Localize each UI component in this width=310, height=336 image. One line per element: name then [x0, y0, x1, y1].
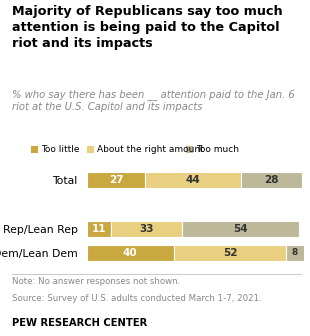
- Text: % who say there has been __ attention paid to the Jan. 6
riot at the U.S. Capito: % who say there has been __ attention pa…: [12, 89, 295, 112]
- Text: Too little: Too little: [42, 145, 80, 154]
- Text: Too much: Too much: [197, 145, 240, 154]
- Bar: [174, 245, 286, 261]
- Text: 40: 40: [123, 248, 138, 258]
- Bar: [87, 172, 145, 188]
- Bar: [87, 221, 111, 237]
- Text: 27: 27: [109, 175, 123, 185]
- Bar: [145, 172, 241, 188]
- Text: PEW RESEARCH CENTER: PEW RESEARCH CENTER: [12, 318, 148, 328]
- Bar: [111, 221, 182, 237]
- Text: 33: 33: [139, 224, 154, 234]
- Text: About the right amount: About the right amount: [97, 145, 204, 154]
- Text: Note: No answer responses not shown.: Note: No answer responses not shown.: [12, 277, 181, 286]
- Bar: [286, 245, 304, 261]
- Text: 52: 52: [223, 248, 237, 258]
- Bar: [87, 245, 174, 261]
- Bar: [241, 172, 302, 188]
- Text: 11: 11: [91, 224, 106, 234]
- Text: Source: Survey of U.S. adults conducted March 1-7, 2021.: Source: Survey of U.S. adults conducted …: [12, 294, 262, 303]
- Text: 44: 44: [186, 175, 201, 185]
- Text: 8: 8: [292, 248, 298, 257]
- Text: Majority of Republicans say too much
attention is being paid to the Capitol
riot: Majority of Republicans say too much att…: [12, 5, 283, 50]
- Bar: [182, 221, 299, 237]
- Text: 28: 28: [264, 175, 278, 185]
- Text: 54: 54: [233, 224, 248, 234]
